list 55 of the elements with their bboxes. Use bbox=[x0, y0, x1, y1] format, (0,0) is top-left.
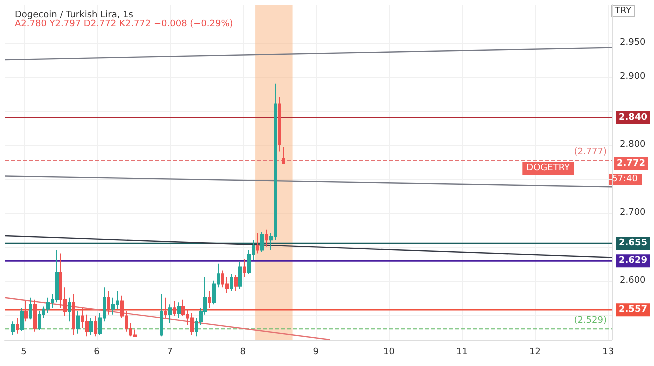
candlestick bbox=[230, 274, 233, 292]
x-tick-label: 13 bbox=[602, 348, 614, 358]
ref-line-label: (2.777) bbox=[574, 148, 607, 158]
candlestick bbox=[29, 297, 32, 320]
candlestick bbox=[243, 258, 246, 278]
candlestick bbox=[33, 299, 37, 332]
y-tick-label: 2.950 bbox=[620, 38, 646, 48]
annotation: DOGETRY bbox=[526, 164, 570, 174]
x-tick-label: 7 bbox=[167, 348, 173, 358]
y-axis-title: TRY bbox=[614, 6, 632, 16]
candlestick bbox=[190, 313, 194, 336]
candlestick bbox=[234, 274, 238, 292]
annotation: 2.772 bbox=[617, 159, 646, 170]
candlestick bbox=[20, 308, 24, 332]
candlestick bbox=[238, 261, 242, 290]
x-tick-label: 11 bbox=[456, 348, 468, 358]
ref-line-label: (2.529) bbox=[574, 316, 607, 326]
y-tick-label: 2.900 bbox=[620, 72, 646, 82]
candlestick bbox=[282, 146, 285, 165]
y-tick-label: 2.600 bbox=[620, 276, 646, 286]
ref-line-label: 2.840 bbox=[619, 112, 648, 123]
ref-line-label: 2.655 bbox=[619, 238, 648, 249]
candlestick bbox=[208, 290, 211, 309]
x-tick-label: 12 bbox=[530, 348, 542, 358]
candlestick bbox=[173, 300, 176, 317]
candlestick bbox=[278, 96, 281, 152]
x-tick-label: 8 bbox=[240, 348, 246, 358]
x-tick-label: 6 bbox=[94, 348, 100, 358]
candlestick bbox=[168, 304, 172, 324]
ref-line-label: 2.629 bbox=[619, 256, 648, 266]
x-tick-label: 5 bbox=[21, 348, 27, 358]
candlestick bbox=[24, 300, 28, 322]
candlestick bbox=[68, 297, 71, 322]
x-tick-label: 9 bbox=[313, 348, 320, 358]
candlestick bbox=[72, 294, 75, 336]
x-tick-label: 10 bbox=[383, 348, 396, 358]
candlestick bbox=[38, 310, 41, 331]
candlestick bbox=[160, 294, 163, 338]
candlestick bbox=[177, 302, 181, 319]
candlestick bbox=[260, 231, 264, 253]
annotation: 57:40 bbox=[612, 174, 638, 184]
text: Dogecoin / Turkish Lira, 1s bbox=[15, 10, 134, 20]
candlestick bbox=[11, 321, 15, 336]
candlestick bbox=[265, 229, 268, 248]
candlestick bbox=[89, 318, 93, 336]
candlestick bbox=[16, 318, 19, 334]
candlestick bbox=[107, 290, 110, 316]
y-tick-label: 2.700 bbox=[620, 208, 646, 218]
candlestick bbox=[76, 310, 80, 334]
text: A2.780 Y2.797 D2.772 K2.772 −0.008 (−0.29%) bbox=[15, 20, 234, 30]
candlestick bbox=[256, 232, 259, 254]
candlestick bbox=[94, 316, 97, 338]
y-tick-label: 2.800 bbox=[620, 140, 646, 150]
candlestick bbox=[164, 297, 167, 319]
ref-line-label: 2.557 bbox=[619, 305, 648, 316]
